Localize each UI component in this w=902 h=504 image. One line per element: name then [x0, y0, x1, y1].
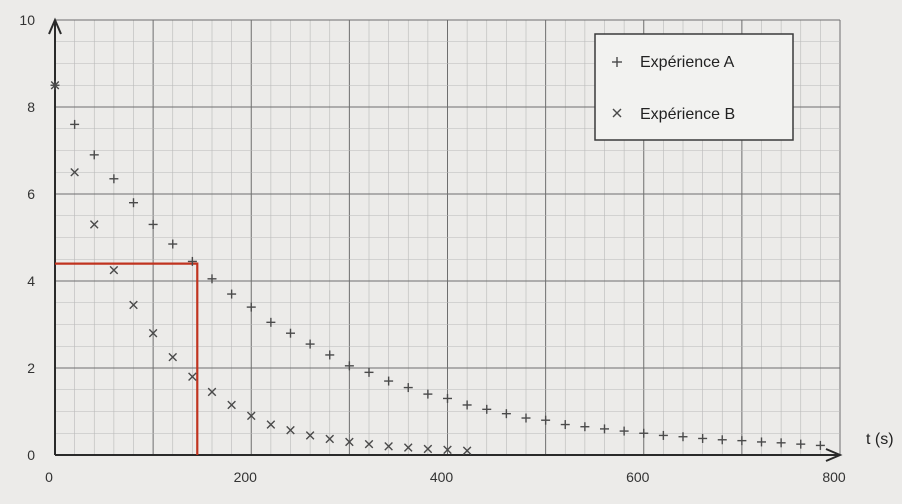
- data-point-plus: [737, 436, 747, 446]
- data-point-cross: [50, 80, 60, 90]
- data-point-cross: [188, 372, 197, 381]
- data-point-cross: [462, 446, 472, 455]
- data-point-plus: [658, 430, 668, 440]
- axes: [48, 17, 843, 462]
- data-point-plus: [560, 420, 570, 430]
- legend-marker-b: [612, 108, 622, 118]
- data-point-cross: [109, 265, 119, 275]
- data-point-plus: [168, 239, 178, 249]
- series-experience-a: [50, 80, 825, 450]
- data-point-cross: [345, 437, 354, 447]
- data-point-plus: [776, 438, 786, 448]
- legend-box: [594, 33, 794, 141]
- data-point-plus: [286, 328, 295, 338]
- data-point-plus: [325, 350, 335, 360]
- data-point-cross: [207, 387, 217, 397]
- data-point-plus: [501, 409, 511, 419]
- data-point-cross: [305, 431, 315, 440]
- data-point-plus: [619, 426, 629, 436]
- x-tick-label: 600: [626, 469, 650, 485]
- y-tick-label: 8: [27, 99, 35, 115]
- data-point-plus: [89, 150, 99, 160]
- x-axis-label: t (s): [866, 431, 894, 448]
- data-point-plus: [305, 339, 315, 349]
- data-point-cross: [443, 445, 452, 455]
- x-tick-label: 800: [822, 469, 846, 485]
- y-tick-labels: 0 2 4 6 8 10: [19, 12, 35, 463]
- data-point-plus: [815, 440, 825, 450]
- data-point-plus: [639, 428, 649, 438]
- y-tick-label: 6: [27, 186, 35, 202]
- data-point-cross: [423, 444, 433, 454]
- data-point-plus: [580, 422, 590, 432]
- data-point-plus: [70, 119, 80, 129]
- data-point-plus: [266, 317, 276, 327]
- data-point-plus: [246, 302, 256, 312]
- data-point-plus: [757, 437, 766, 447]
- legend-label-b: Expérience B: [640, 106, 735, 123]
- legend-label-a: Expérience A: [640, 54, 735, 71]
- data-point-cross: [168, 352, 178, 362]
- y-tick-label: 4: [27, 273, 35, 289]
- data-point-cross: [227, 400, 236, 410]
- y-tick-label: 2: [27, 360, 35, 376]
- data-point-plus: [423, 389, 433, 399]
- data-point-plus: [541, 415, 551, 425]
- y-tick-label: 10: [19, 12, 35, 28]
- data-point-cross: [325, 434, 335, 444]
- data-point-cross: [148, 328, 158, 338]
- x-axis-arrow: [825, 448, 843, 462]
- data-point-plus: [521, 413, 531, 423]
- data-point-cross: [246, 411, 256, 421]
- x-tick-labels: 0 200 400 600 800: [45, 469, 846, 485]
- data-point-plus: [462, 400, 472, 410]
- series-experience-b: [50, 80, 472, 455]
- data-point-plus: [796, 439, 806, 449]
- data-point-plus: [482, 404, 492, 414]
- y-tick-label: 0: [27, 447, 35, 463]
- data-point-cross: [286, 425, 295, 435]
- data-point-cross: [266, 420, 276, 429]
- data-point-plus: [109, 174, 119, 184]
- data-point-plus: [129, 198, 138, 208]
- data-point-plus: [717, 435, 727, 445]
- data-point-cross: [403, 443, 413, 452]
- data-point-plus: [600, 424, 609, 434]
- annotation-guide-line: [55, 262, 199, 455]
- data-point-plus: [364, 367, 374, 377]
- annotation: [55, 262, 199, 455]
- data-point-plus: [384, 376, 394, 386]
- data-point-plus: [443, 393, 452, 403]
- y-axis-arrow: [48, 17, 62, 35]
- data-point-plus: [344, 361, 354, 371]
- data-point-plus: [207, 274, 217, 284]
- grid: [54, 19, 841, 456]
- x-tick-label: 400: [430, 469, 454, 485]
- data-point-cross: [89, 220, 99, 229]
- legend-marker-a: [612, 57, 622, 67]
- x-tick-label: 0: [45, 469, 53, 485]
- data-point-cross: [364, 439, 374, 449]
- data-point-plus: [148, 219, 158, 229]
- data-point-cross: [129, 300, 138, 310]
- data-point-plus: [698, 433, 708, 443]
- data-point-plus: [678, 432, 688, 442]
- x-tick-label: 200: [234, 469, 258, 485]
- data-point-plus: [227, 289, 237, 299]
- data-point-cross: [384, 442, 393, 451]
- legend: Expérience A Expérience B: [594, 33, 794, 141]
- data-point-plus: [187, 256, 197, 266]
- data-point-cross: [70, 167, 79, 177]
- data-point-plus: [403, 383, 413, 393]
